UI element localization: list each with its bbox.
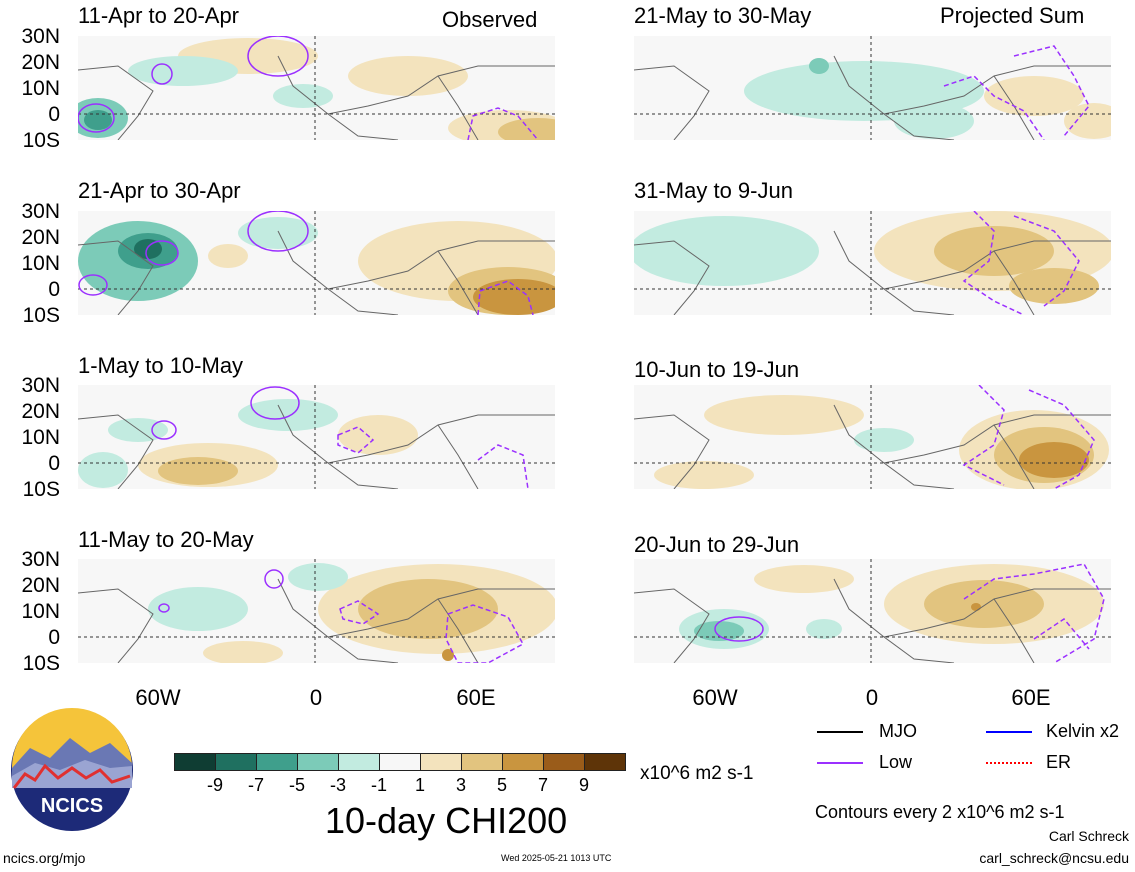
colorbar-cell [256,753,298,771]
colorbar-cell [502,753,544,771]
lat-label: 10S [22,129,60,152]
lat-label: 0 [48,452,60,475]
footer-author: Carl Schreck [1048,828,1129,844]
map-panel-right-1 [634,36,1111,140]
logo-text: NCICS [41,795,103,817]
legend-line-low [817,762,863,764]
map-graphic [634,36,1111,140]
legend-line-er [986,762,1032,764]
map-panel-right-3 [634,385,1111,489]
footer-timestamp: Wed 2025-05-21 1013 UTC [501,853,612,863]
colorbar-cell [584,753,626,771]
map-panel-left-3 [78,385,555,489]
colorbar-tick: -7 [247,775,264,795]
lat-label: 30N [21,374,60,397]
ncics-logo: NCICS [10,708,134,832]
colorbar-cell [543,753,585,771]
map-panel-left-1 [78,36,555,140]
colorbar-tick: 3 [455,775,466,795]
colorbar-tick: 7 [537,775,548,795]
chart-title: 10-day CHI200 [325,800,568,841]
colorbar-ticks: -9 -7 -5 -3 -1 1 3 5 7 9 [174,776,626,796]
colorbar-cell [174,753,216,771]
map-graphic [78,211,555,315]
legend-label-low: Low [879,752,913,772]
colorbar-cell [461,753,503,771]
map-panel-left-4 [78,559,555,663]
legend-line-mjo [817,731,863,733]
lon-label-right: 60E [1011,685,1051,710]
panel-title-right-3: 10-Jun to 19-Jun [634,357,800,382]
panel-title-left-3: 1-May to 10-May [78,353,244,378]
lat-label: 0 [48,103,60,126]
lat-label: 20N [21,226,60,249]
legend-label-mjo: MJO [879,721,917,741]
colorbar-units: x10^6 m2 s-1 [640,763,754,784]
lat-label: 10S [22,652,60,675]
lat-label: 10N [21,600,60,623]
legend-label-er: ER [1046,752,1072,772]
ncics-logo-graphic: NCICS [11,708,133,831]
colorbar-tick: 1 [414,775,425,795]
colorbar-tick: 5 [496,775,507,795]
panel-title-right-2: 31-May to 9-Jun [634,178,793,203]
colorbar-tick: -3 [329,775,346,795]
panel-title-left-1: 11-Apr to 20-Apr [78,3,240,28]
colorbar-tick: -5 [288,775,305,795]
lat-label: 30N [21,25,60,48]
panel-title-left-4: 11-May to 20-May [78,527,254,552]
lon-label-left: 60E [456,685,496,710]
map-graphic [634,385,1111,489]
map-panel-right-2 [634,211,1111,315]
lon-label-left: 60W [135,685,181,710]
legend-label-kelvin: Kelvin x2 [1046,721,1120,741]
map-graphic [78,385,555,489]
map-panel-right-4 [634,559,1111,663]
lat-label: 10N [21,426,60,449]
observed-label: Observed [442,7,538,32]
colorbar-cell [420,753,462,771]
lat-label: 10N [21,77,60,100]
lat-label: 30N [21,548,60,571]
colorbar-cell [215,753,257,771]
lat-label: 30N [21,200,60,223]
colorbar-cell [379,753,421,771]
colorbar-tick: -9 [206,775,223,795]
map-graphic [78,559,555,663]
legend-line-kelvin [986,731,1032,733]
footer-url: ncics.org/mjo [3,850,86,866]
lat-label: 0 [48,626,60,649]
map-graphic [634,211,1111,315]
lat-label: 20N [21,51,60,74]
lat-label: 20N [21,574,60,597]
lon-label-left: 0 [309,685,323,710]
map-graphic [634,559,1111,663]
lat-label: 10N [21,252,60,275]
lon-label-right: 0 [865,685,879,710]
contour-note: Contours every 2 x10^6 m2 s-1 [815,802,1065,822]
lat-label: 20N [21,400,60,423]
colorbar-cell [297,753,339,771]
map-panel-left-2 [78,211,555,315]
map-graphic [78,36,555,140]
lat-label: 0 [48,278,60,301]
lat-label: 10S [22,304,60,327]
footer-email: carl_schreck@ncsu.edu [979,850,1129,866]
colorbar-tick: 9 [578,775,589,795]
colorbar-tick: -1 [370,775,387,795]
lat-label: 10S [22,478,60,501]
panel-title-left-2: 21-Apr to 30-Apr [78,178,241,203]
colorbar-cell [338,753,380,771]
panel-title-right-1: 21-May to 30-May [634,3,812,28]
projected-label: Projected Sum [940,3,1085,28]
panel-title-right-4: 20-Jun to 29-Jun [634,532,800,557]
lon-label-right: 60W [692,685,738,710]
colorbar [174,753,626,771]
